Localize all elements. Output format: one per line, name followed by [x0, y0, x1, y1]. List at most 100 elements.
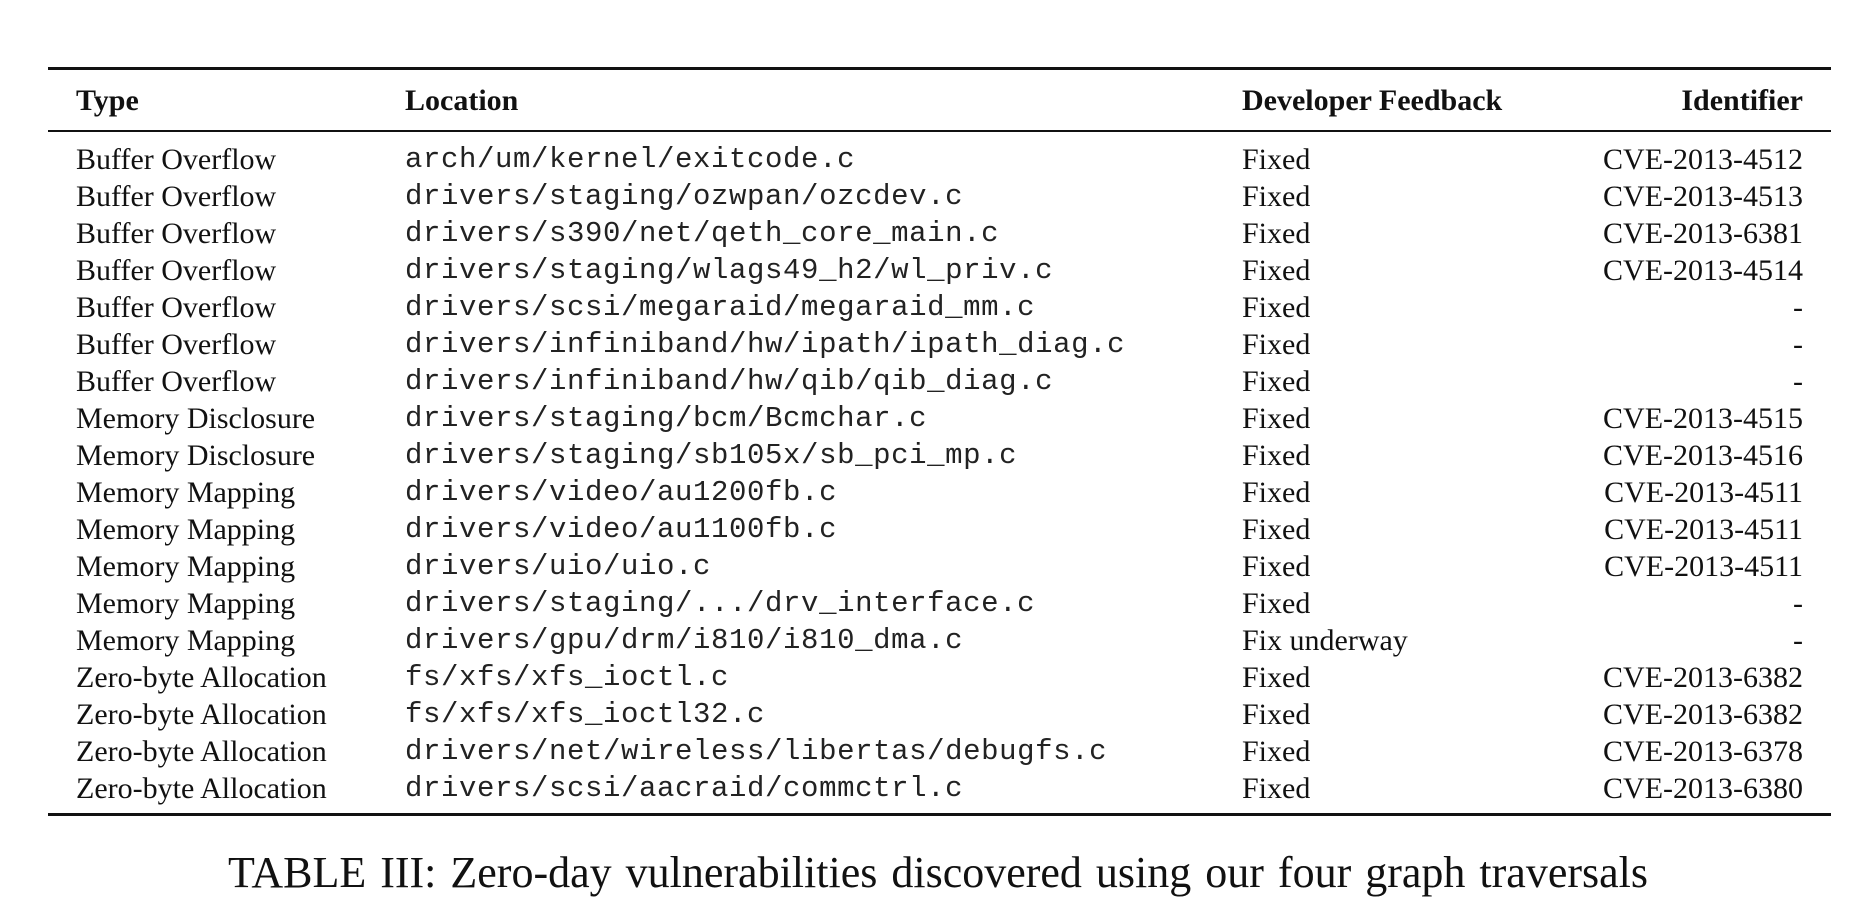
cell-developer-feedback: Fixed	[1242, 476, 1311, 509]
cell-type: Memory Mapping	[76, 624, 296, 657]
cell-location: drivers/net/wireless/libertas/debugfs.c	[405, 735, 1108, 768]
table-row: Memory Mapping drivers/staging/.../drv_in…	[48, 585, 1831, 622]
cell-location: drivers/staging/wlags49_h2/wl_priv.c	[405, 254, 1054, 287]
cell-identifier: CVE-2013-4511	[1604, 476, 1803, 509]
table-top-rule	[48, 67, 1831, 70]
cell-location: drivers/staging/ozwpan/ozcdev.c	[405, 180, 964, 213]
cell-location: drivers/staging/.../drv_interface.c	[405, 587, 1036, 620]
cell-identifier: CVE-2013-4511	[1604, 550, 1803, 583]
cell-type: Buffer Overflow	[76, 217, 277, 250]
cell-type: Memory Mapping	[76, 550, 296, 583]
cell-identifier: CVE-2013-4515	[1603, 402, 1803, 435]
cell-location: drivers/gpu/drm/i810/i810_dma.c	[405, 624, 964, 657]
cell-type: Zero-byte Allocation	[76, 698, 327, 731]
cell-identifier: CVE-2013-6382	[1603, 661, 1803, 694]
cell-type: Memory Mapping	[76, 587, 296, 620]
cell-developer-feedback: Fixed	[1242, 661, 1311, 694]
cell-identifier: CVE-2013-4514	[1603, 254, 1803, 287]
cell-location: drivers/scsi/aacraid/commctrl.c	[405, 772, 964, 805]
table-row: Memory Mapping drivers/gpu/drm/i810/i810_…	[48, 622, 1831, 659]
cell-location: drivers/s390/net/qeth_core_main.c	[405, 217, 1000, 250]
cell-identifier: CVE-2013-4513	[1603, 180, 1803, 213]
cell-location: drivers/scsi/megaraid/megaraid_mm.c	[405, 291, 1036, 324]
cell-type: Zero-byte Allocation	[76, 735, 327, 768]
cell-location: drivers/uio/uio.c	[405, 550, 712, 583]
cell-identifier: CVE-2013-4516	[1603, 439, 1803, 472]
cell-developer-feedback: Fixed	[1242, 513, 1311, 546]
cell-type: Zero-byte Allocation	[76, 661, 327, 694]
cell-type: Buffer Overflow	[76, 254, 277, 287]
cell-type: Buffer Overflow	[76, 291, 277, 324]
cell-location: fs/xfs/xfs_ioctl.c	[405, 661, 730, 694]
cell-type: Memory Mapping	[76, 513, 296, 546]
table-header-row: Type Location Developer Feedback Identif…	[48, 70, 1831, 130]
table-bottom-rule	[48, 813, 1831, 816]
table-row: Zero-byte Allocation fs/xfs/xfs_ioctl.c Fi…	[48, 659, 1831, 696]
cell-identifier: CVE-2013-6378	[1603, 735, 1803, 768]
cell-developer-feedback: Fixed	[1242, 254, 1311, 287]
cell-identifier: -	[1793, 624, 1803, 657]
header-location: Location	[405, 84, 519, 117]
table-row: Buffer Overflow drivers/s390/net/qeth_cor…	[48, 215, 1831, 252]
cell-identifier: -	[1793, 291, 1803, 324]
cell-developer-feedback: Fixed	[1242, 328, 1311, 361]
cell-developer-feedback: Fix underway	[1242, 624, 1408, 657]
vulnerability-table: Type Location Developer Feedback Identif…	[48, 67, 1831, 816]
table-row: Memory Disclosure drivers/staging/sb105x/…	[48, 437, 1831, 474]
cell-location: fs/xfs/xfs_ioctl32.c	[405, 698, 766, 731]
cell-identifier: CVE-2013-6381	[1603, 217, 1803, 250]
cell-type: Buffer Overflow	[76, 180, 277, 213]
table-row: Buffer Overflow drivers/staging/wlags49_h…	[48, 252, 1831, 289]
cell-identifier: -	[1793, 328, 1803, 361]
cell-developer-feedback: Fixed	[1242, 217, 1311, 250]
cell-type: Buffer Overflow	[76, 143, 277, 176]
cell-location: drivers/staging/sb105x/sb_pci_mp.c	[405, 439, 1018, 472]
table-caption: TABLE III: Zero-day vulnerabilities disc…	[227, 848, 1649, 897]
table-row: Buffer Overflow drivers/infiniband/hw/ipa…	[48, 326, 1831, 363]
table-row: Memory Mapping drivers/uio/uio.c Fixed CVE-…	[48, 548, 1831, 585]
cell-type: Buffer Overflow	[76, 328, 277, 361]
cell-identifier: CVE-2013-4511	[1604, 513, 1803, 546]
cell-location: drivers/staging/bcm/Bcmchar.c	[405, 402, 928, 435]
header-type: Type	[76, 84, 139, 117]
cell-developer-feedback: Fixed	[1242, 550, 1311, 583]
table-row: Zero-byte Allocation drivers/net/wireless…	[48, 733, 1831, 770]
cell-identifier: CVE-2013-6382	[1603, 698, 1803, 731]
cell-developer-feedback: Fixed	[1242, 698, 1311, 731]
cell-developer-feedback: Fixed	[1242, 587, 1311, 620]
table-row: Memory Disclosure drivers/staging/bcm/Bcm…	[48, 400, 1831, 437]
cell-type: Memory Disclosure	[76, 439, 316, 472]
table-row: Buffer Overflow drivers/infiniband/hw/qib…	[48, 363, 1831, 400]
cell-type: Memory Mapping	[76, 476, 296, 509]
cell-type: Memory Disclosure	[76, 402, 316, 435]
header-identifier: Identifier	[1681, 84, 1803, 117]
cell-type: Zero-byte Allocation	[76, 772, 327, 805]
cell-developer-feedback: Fixed	[1242, 291, 1311, 324]
table-row: Memory Mapping drivers/video/au1200fb.c Fi…	[48, 474, 1831, 511]
cell-developer-feedback: Fixed	[1242, 772, 1311, 805]
cell-location: drivers/infiniband/hw/qib/qib_diag.c	[405, 365, 1054, 398]
table-body: Buffer Overflow arch/um/kernel/exitcode.c…	[48, 132, 1831, 813]
cell-developer-feedback: Fixed	[1242, 735, 1311, 768]
cell-type: Buffer Overflow	[76, 365, 277, 398]
cell-identifier: CVE-2013-4512	[1603, 143, 1803, 176]
cell-developer-feedback: Fixed	[1242, 365, 1311, 398]
table-row: Buffer Overflow drivers/scsi/megaraid/meg…	[48, 289, 1831, 326]
cell-identifier: -	[1793, 365, 1803, 398]
cell-identifier: CVE-2013-6380	[1603, 772, 1803, 805]
cell-location: drivers/infiniband/hw/ipath/ipath_diag.c	[405, 328, 1126, 361]
cell-developer-feedback: Fixed	[1242, 180, 1311, 213]
table-row: Memory Mapping drivers/video/au1100fb.c Fi…	[48, 511, 1831, 548]
table-row: Buffer Overflow arch/um/kernel/exitcode.c…	[48, 141, 1831, 178]
cell-developer-feedback: Fixed	[1242, 143, 1311, 176]
table-row: Zero-byte Allocation drivers/scsi/aacraid…	[48, 770, 1831, 807]
cell-location: drivers/video/au1200fb.c	[405, 476, 838, 509]
cell-developer-feedback: Fixed	[1242, 439, 1311, 472]
table-header-rule	[48, 130, 1831, 132]
cell-location: drivers/video/au1100fb.c	[405, 513, 838, 546]
table-row: Buffer Overflow drivers/staging/ozwpan/oz…	[48, 178, 1831, 215]
cell-location: arch/um/kernel/exitcode.c	[405, 143, 856, 176]
cell-developer-feedback: Fixed	[1242, 402, 1311, 435]
header-developer-feedback: Developer Feedback	[1242, 84, 1503, 117]
table-row: Zero-byte Allocation fs/xfs/xfs_ioctl32.c…	[48, 696, 1831, 733]
